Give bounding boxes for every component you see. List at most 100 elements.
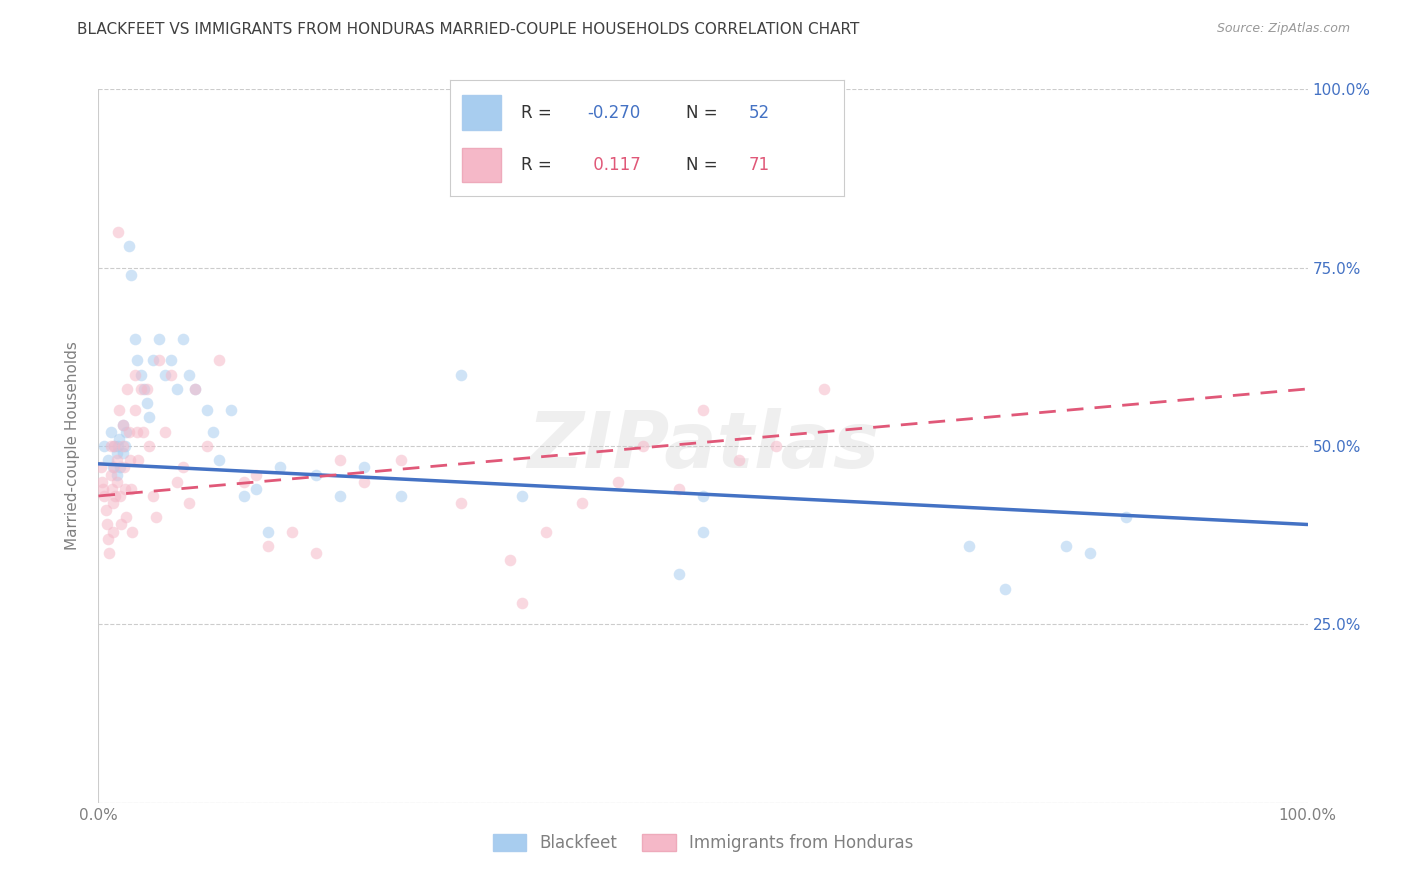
Point <box>124 332 146 346</box>
Text: -0.270: -0.270 <box>588 103 641 121</box>
Point <box>389 489 412 503</box>
Point <box>94 503 117 517</box>
Point <box>631 439 654 453</box>
Point <box>179 368 201 382</box>
Point <box>107 225 129 239</box>
Point <box>692 489 714 503</box>
Point <box>135 396 157 410</box>
Point <box>91 475 114 489</box>
Point <box>121 524 143 539</box>
Point <box>118 425 141 439</box>
Point <box>127 453 149 467</box>
Point <box>97 453 120 467</box>
Point <box>208 353 231 368</box>
Point <box>221 403 243 417</box>
Point <box>129 368 152 382</box>
Point <box>110 517 132 532</box>
Point <box>90 460 112 475</box>
Point <box>184 382 207 396</box>
Point <box>142 353 165 368</box>
Point <box>668 567 690 582</box>
Point <box>105 453 128 467</box>
Point <box>668 482 690 496</box>
Point <box>115 510 138 524</box>
Point <box>101 460 124 475</box>
Text: N =: N = <box>686 156 723 174</box>
Point <box>172 460 194 475</box>
Point <box>184 382 207 396</box>
FancyBboxPatch shape <box>461 95 501 130</box>
Point <box>98 546 121 560</box>
Point <box>607 475 630 489</box>
Text: ZIPatlas: ZIPatlas <box>527 408 879 484</box>
Point <box>498 553 520 567</box>
Point <box>153 425 176 439</box>
Point <box>114 439 136 453</box>
Point <box>108 489 131 503</box>
Point <box>142 489 165 503</box>
Point <box>179 496 201 510</box>
Point <box>232 489 254 503</box>
Point <box>101 524 124 539</box>
Point <box>765 439 787 453</box>
Point <box>105 467 128 482</box>
Text: R =: R = <box>520 103 557 121</box>
FancyBboxPatch shape <box>461 147 501 182</box>
Point <box>105 475 128 489</box>
Point <box>1054 539 1077 553</box>
Point <box>195 439 218 453</box>
Point <box>450 496 472 510</box>
Point <box>108 432 131 446</box>
Point <box>245 467 267 482</box>
Point <box>112 460 135 475</box>
Point <box>329 489 352 503</box>
Point <box>172 332 194 346</box>
Text: 52: 52 <box>749 103 770 121</box>
Point <box>97 532 120 546</box>
Point <box>813 382 835 396</box>
Text: BLACKFEET VS IMMIGRANTS FROM HONDURAS MARRIED-COUPLE HOUSEHOLDS CORRELATION CHAR: BLACKFEET VS IMMIGRANTS FROM HONDURAS MA… <box>77 22 859 37</box>
Point <box>103 460 125 475</box>
Point <box>115 425 138 439</box>
Point <box>208 453 231 467</box>
Point <box>118 239 141 253</box>
Point <box>111 446 134 460</box>
Point <box>1115 510 1137 524</box>
Point <box>100 467 122 482</box>
Point <box>269 460 291 475</box>
Point <box>134 382 156 396</box>
Point <box>111 439 134 453</box>
Point <box>692 403 714 417</box>
Point <box>127 425 149 439</box>
Point <box>232 475 254 489</box>
Text: Source: ZipAtlas.com: Source: ZipAtlas.com <box>1216 22 1350 36</box>
Point <box>100 439 122 453</box>
Point <box>114 482 136 496</box>
Point <box>93 439 115 453</box>
Point <box>160 368 183 382</box>
Point <box>166 382 188 396</box>
Point <box>450 368 472 382</box>
Point <box>534 524 557 539</box>
Point <box>100 425 122 439</box>
Point <box>994 582 1017 596</box>
Point <box>105 446 128 460</box>
Text: N =: N = <box>686 103 723 121</box>
Y-axis label: Married-couple Households: Married-couple Households <box>65 342 80 550</box>
Point <box>138 439 160 453</box>
Point <box>117 382 139 396</box>
Point <box>353 460 375 475</box>
Point <box>202 425 225 439</box>
Legend: Blackfeet, Immigrants from Honduras: Blackfeet, Immigrants from Honduras <box>486 827 920 859</box>
Point <box>245 482 267 496</box>
Point <box>305 546 328 560</box>
Point <box>166 475 188 489</box>
Point <box>153 368 176 382</box>
Point <box>510 489 533 503</box>
Point <box>124 368 146 382</box>
Point <box>510 596 533 610</box>
Point <box>93 489 115 503</box>
Point <box>138 410 160 425</box>
Point <box>132 425 155 439</box>
Point <box>135 382 157 396</box>
